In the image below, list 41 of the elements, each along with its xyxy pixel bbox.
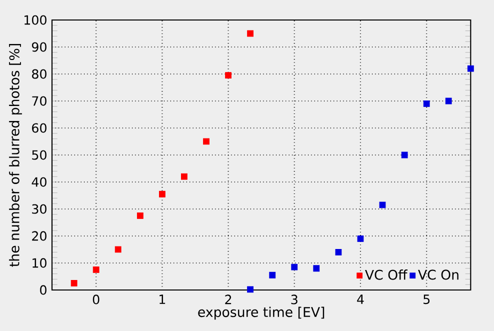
y-tick-label: 10	[32, 258, 46, 268]
point	[114, 246, 122, 253]
y-tick-label: 80	[32, 69, 46, 79]
y-tick-label: 40	[32, 177, 46, 187]
point	[467, 65, 474, 72]
legend-label: VC Off	[365, 270, 408, 280]
point	[70, 280, 78, 286]
x-tick-label: 5	[424, 294, 430, 304]
x-tick-label: 2	[225, 294, 232, 304]
x-tick-label: 4	[357, 294, 364, 304]
y-tick-label: 50	[32, 150, 46, 160]
x-tick-label: 1	[160, 294, 166, 304]
point	[225, 72, 232, 79]
point	[335, 248, 342, 256]
point	[401, 152, 408, 158]
point	[158, 190, 166, 198]
y-tick-label: 60	[32, 123, 46, 133]
point	[180, 173, 188, 180]
point	[379, 202, 386, 208]
point	[423, 100, 430, 107]
point	[247, 286, 254, 293]
y-tick-label: 90	[32, 42, 46, 52]
y-tick-label: 30	[32, 204, 46, 214]
point	[92, 266, 100, 273]
y-tick-label: 0	[40, 285, 46, 295]
y-tick-label: 20	[32, 231, 46, 241]
point	[357, 235, 364, 242]
point	[247, 30, 254, 37]
point	[445, 98, 452, 104]
point	[291, 264, 298, 270]
y-axis-title: the number of blurred photos [%]	[9, 44, 22, 267]
x-tick-label: 3	[291, 294, 298, 304]
x-axis-title: exposure time [EV]	[198, 306, 324, 320]
point	[269, 272, 276, 278]
point	[203, 138, 210, 145]
y-tick-label: 100	[24, 15, 46, 25]
y-tick-label: 70	[32, 96, 46, 106]
legend-label: VC On	[418, 270, 458, 280]
x-tick-label: 0	[92, 294, 100, 304]
point	[136, 212, 144, 219]
point	[313, 265, 320, 272]
